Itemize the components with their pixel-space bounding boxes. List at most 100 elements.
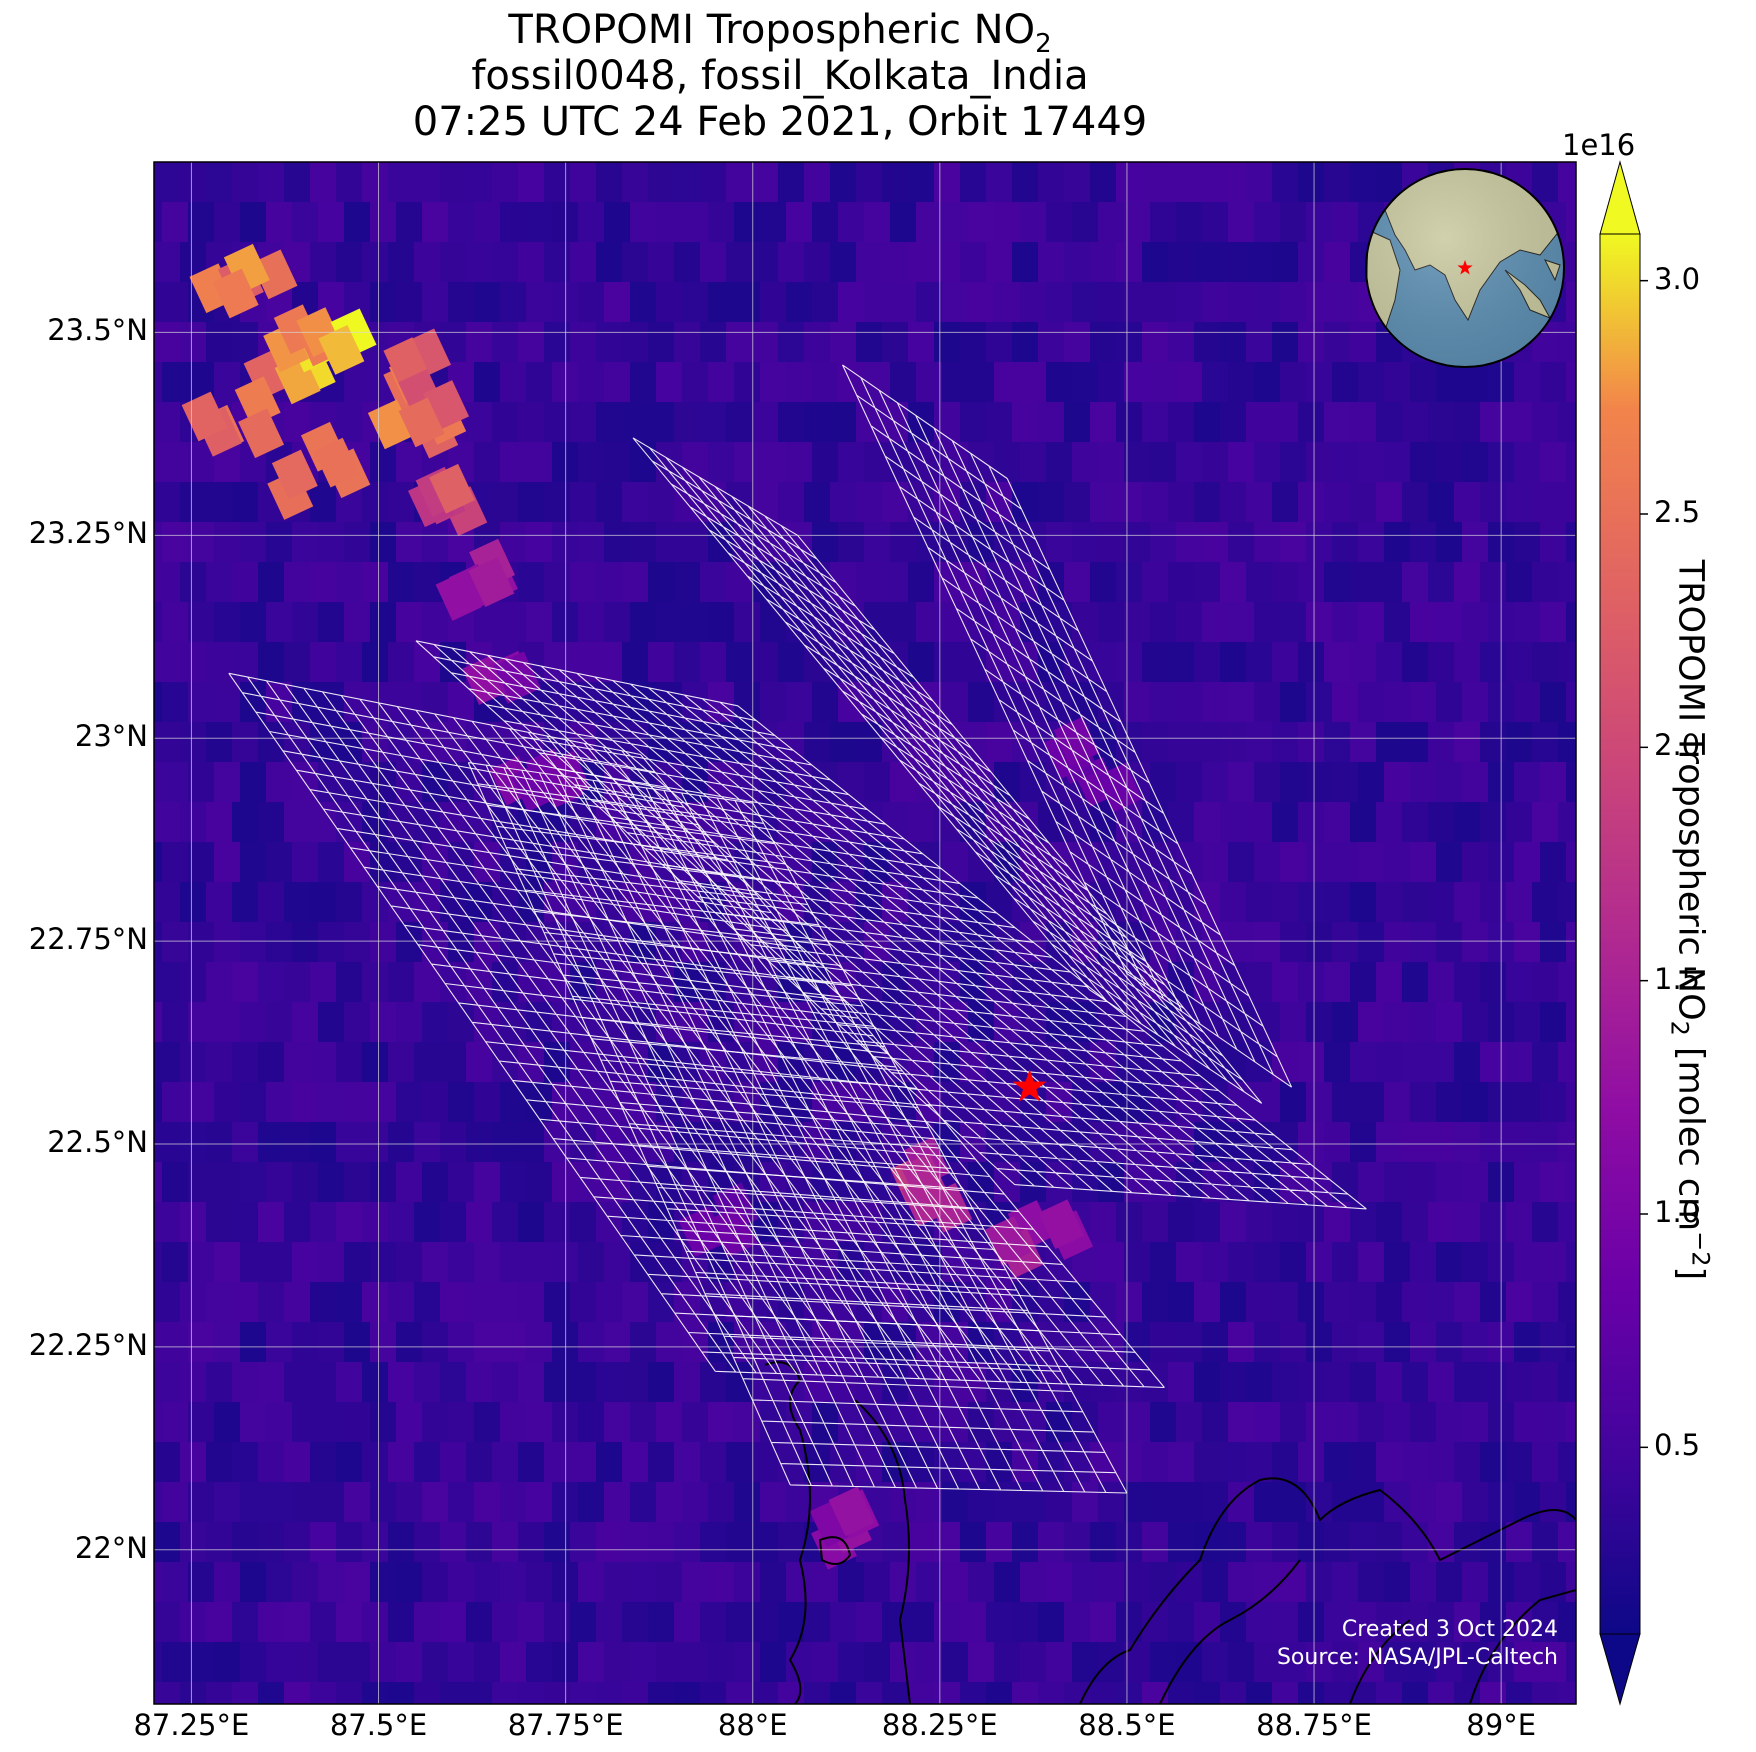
no2-pixel	[570, 1522, 597, 1563]
no2-pixel	[1480, 1682, 1507, 1704]
no2-pixel	[648, 242, 675, 283]
no2-pixel	[1454, 1442, 1481, 1483]
no2-pixel	[630, 1642, 657, 1683]
no2-pixel	[804, 402, 831, 443]
no2-pixel	[1324, 1202, 1351, 1243]
colorbar-title: TROPOMI Tropospheric NO2 [molec cm−2]	[1666, 560, 1715, 1280]
no2-pixel	[1350, 722, 1377, 763]
no2-pixel	[354, 162, 381, 163]
no2-pixel	[838, 362, 865, 403]
no2-pixel	[180, 162, 207, 203]
no2-pixel	[154, 162, 173, 163]
no2-pixel	[422, 1482, 449, 1523]
no2-pixel	[362, 562, 389, 603]
no2-pixel	[1506, 882, 1533, 923]
no2-pixel	[336, 1682, 363, 1704]
no2-pixel	[214, 1642, 241, 1683]
no2-pixel	[388, 1122, 415, 1163]
no2-pixel	[1498, 162, 1525, 163]
no2-pixel	[1246, 562, 1273, 603]
no2-pixel	[414, 162, 441, 203]
no2-pixel	[596, 402, 623, 443]
no2-pixel	[908, 562, 935, 603]
no2-pixel	[1324, 642, 1351, 683]
no2-pixel	[266, 1322, 293, 1363]
no2-pixel	[708, 1322, 735, 1363]
no2-pixel	[830, 482, 857, 523]
no2-pixel	[926, 162, 953, 163]
no2-pixel	[1176, 1242, 1203, 1283]
colorbar-title-sub: 2	[1665, 1020, 1694, 1036]
no2-pixel	[1428, 1442, 1455, 1483]
no2-pixel	[154, 1002, 163, 1043]
colorbar-tick-label: 2.5	[1654, 495, 1701, 529]
no2-pixel	[344, 842, 371, 883]
no2-pixel	[188, 1482, 215, 1523]
no2-pixel	[154, 962, 155, 1003]
no2-pixel	[1176, 1322, 1203, 1363]
no2-pixel	[570, 1362, 597, 1403]
no2-pixel	[1168, 1042, 1195, 1083]
no2-pixel	[396, 682, 423, 723]
no2-pixel	[518, 1362, 545, 1403]
no2-pixel	[726, 642, 753, 683]
no2-pixel	[414, 562, 441, 603]
no2-pixel	[1436, 1242, 1463, 1283]
no2-pixel	[1402, 1362, 1429, 1403]
no2-pixel	[1540, 1242, 1567, 1283]
no2-pixel	[1298, 482, 1325, 523]
no2-pixel	[656, 282, 683, 323]
no2-pixel	[1332, 602, 1359, 643]
no2-pixel	[622, 482, 649, 523]
no2-pixel	[734, 1482, 761, 1523]
no2-pixel	[908, 962, 935, 1003]
no2-pixel	[1358, 842, 1385, 883]
no2-pixel	[1540, 1002, 1567, 1043]
no2-pixel	[1272, 1682, 1299, 1704]
no2-pixel	[1558, 1282, 1576, 1323]
no2-pixel	[1540, 762, 1567, 803]
no2-pixel	[292, 202, 319, 243]
no2-pixel	[266, 1402, 293, 1443]
no2-pixel	[1358, 522, 1385, 563]
no2-pixel	[388, 1282, 415, 1323]
no2-pixel	[544, 1362, 571, 1403]
no2-pixel	[890, 922, 917, 963]
no2-pixel	[1280, 1242, 1307, 1283]
no2-hotspot-pixel	[251, 249, 298, 300]
no2-pixel	[526, 202, 553, 243]
no2-pixel	[934, 1602, 961, 1643]
no2-pixel	[682, 522, 709, 563]
no2-pixel	[1540, 1162, 1567, 1203]
no2-pixel	[864, 1642, 891, 1683]
globe-outline	[1365, 168, 1565, 368]
no2-pixel	[1532, 162, 1559, 203]
no2-pixel	[214, 922, 241, 963]
no2-pixel	[734, 282, 761, 323]
no2-pixel	[1350, 642, 1377, 683]
no2-pixel	[1168, 322, 1195, 363]
no2-pixel	[1558, 322, 1576, 363]
no2-pixel	[318, 922, 345, 963]
no2-pixel	[1012, 1682, 1039, 1704]
no2-pixel	[266, 762, 293, 803]
no2-pixel	[362, 1362, 389, 1403]
no2-pixel	[1098, 522, 1125, 563]
no2-pixel	[726, 1682, 753, 1704]
no2-pixel	[1254, 922, 1281, 963]
no2-pixel	[578, 1322, 605, 1363]
no2-pixel	[1020, 1642, 1047, 1683]
no2-pixel	[1298, 642, 1325, 683]
no2-pixel	[396, 202, 423, 243]
no2-pixel	[1428, 1202, 1455, 1243]
no2-pixel	[266, 1642, 293, 1683]
no2-pixel	[310, 482, 337, 523]
no2-hotspot-pixel	[429, 463, 475, 514]
no2-pixel	[1150, 1562, 1177, 1603]
no2-pixel	[968, 1082, 995, 1123]
no2-pixel	[596, 642, 623, 683]
no2-pixel	[240, 1562, 267, 1603]
no2-pixel	[1038, 1602, 1065, 1643]
no2-pixel	[396, 1162, 423, 1203]
no2-pixel	[882, 162, 909, 203]
